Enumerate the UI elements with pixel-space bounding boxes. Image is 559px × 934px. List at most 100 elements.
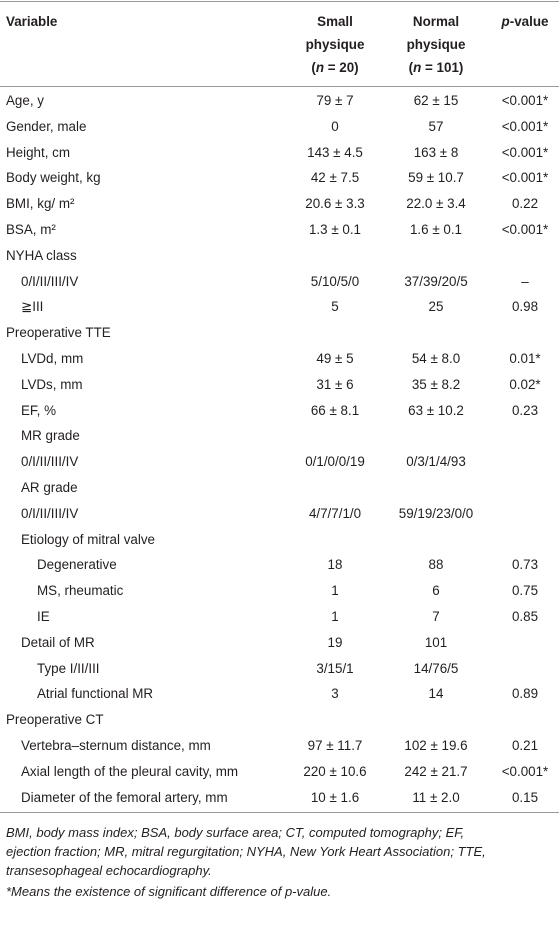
cell-p: <0.001* bbox=[501, 222, 549, 237]
cell-small: 1 bbox=[331, 583, 339, 599]
top-rule bbox=[0, 1, 559, 2]
cell-p: 0.89 bbox=[511, 686, 539, 702]
cell-normal: 57 bbox=[428, 118, 444, 134]
cell-normal: 7 bbox=[432, 609, 440, 624]
cell-small: 20.6 ± 3.3 bbox=[305, 196, 365, 212]
row-label: Age, y bbox=[6, 93, 44, 108]
header-sample-part: n bbox=[315, 60, 325, 75]
cell-small: 49 ± 5 bbox=[316, 351, 354, 366]
cell-small: 66 ± 8.1 bbox=[310, 402, 360, 418]
cell-small: 4/7/7/1/0 bbox=[308, 505, 362, 521]
header-line: physique bbox=[406, 37, 466, 52]
cell-normal: 59 ± 10.7 bbox=[408, 170, 464, 186]
cell-normal: 22.0 ± 3.4 bbox=[406, 196, 466, 212]
header-variable: Variable bbox=[6, 14, 58, 29]
cell-p: <0.001* bbox=[501, 118, 549, 134]
cell-small: 5/10/5/0 bbox=[310, 273, 360, 289]
footnote-line: ejection fraction; MR, mitral regurgitat… bbox=[6, 844, 486, 859]
row-label: Axial length of the pleural cavity, mm bbox=[21, 763, 239, 779]
cell-normal: 62 ± 15 bbox=[413, 93, 459, 108]
cell-small: 3/15/1 bbox=[316, 660, 354, 676]
row-label: IE bbox=[37, 609, 50, 624]
header-sample-part: ( bbox=[408, 60, 414, 75]
cell-normal: 37/39/20/5 bbox=[404, 273, 468, 289]
cell-normal: 54 ± 8.0 bbox=[411, 351, 461, 366]
cell-normal: 14/76/5 bbox=[413, 660, 459, 676]
cell-normal: 63 ± 10.2 bbox=[408, 402, 464, 418]
header-p-part: p bbox=[501, 14, 510, 29]
row-label: Type I/II/III bbox=[37, 660, 100, 676]
row-label: Diameter of the femoral artery, mm bbox=[21, 789, 228, 805]
cell-small: 1 bbox=[331, 609, 339, 624]
row-label: Detail of MR bbox=[21, 634, 95, 650]
header-line: Normal bbox=[412, 14, 460, 29]
row-label: MS, rheumatic bbox=[37, 583, 124, 599]
header-sample-part: n bbox=[413, 60, 422, 75]
cell-normal: 101 bbox=[424, 634, 448, 650]
row-label: 0/I/II/III/IV bbox=[21, 505, 79, 521]
note-part: -value. bbox=[292, 884, 332, 899]
row-label: Body weight, kg bbox=[6, 170, 101, 186]
cell-p: 0.01* bbox=[509, 351, 541, 366]
row-label: Degenerative bbox=[37, 557, 117, 573]
row-label: Gender, male bbox=[6, 118, 87, 134]
header-sample-part: ( bbox=[311, 60, 316, 75]
cell-p: 0.98 bbox=[511, 299, 539, 315]
cell-small: 79 ± 7 bbox=[316, 93, 354, 108]
cell-p: 0.21 bbox=[511, 738, 539, 753]
row-label: 0/I/II/III/IV bbox=[21, 273, 79, 289]
cell-small: 31 ± 6 bbox=[316, 376, 354, 392]
cell-p: 0.15 bbox=[511, 789, 539, 805]
row-label: Height, cm bbox=[6, 144, 70, 160]
row-label: ≧III bbox=[21, 299, 44, 315]
header-rule bbox=[0, 86, 559, 87]
cell-normal: 11 ± 2.0 bbox=[412, 789, 460, 805]
row-label: Vertebra–sternum distance, mm bbox=[21, 738, 211, 753]
row-label: NYHA class bbox=[6, 247, 77, 263]
row-label: BMI, kg/ m² bbox=[6, 196, 75, 212]
cell-small: 0 bbox=[331, 118, 339, 134]
cell-small: 5 bbox=[331, 299, 339, 315]
note-line: *Means the existence of significant diff… bbox=[6, 884, 331, 900]
bottom-rule bbox=[0, 812, 559, 813]
header-sample: (n = 101) bbox=[409, 60, 464, 76]
cell-normal: 242 ± 21.7 bbox=[404, 763, 468, 779]
row-label: Preoperative TTE bbox=[6, 325, 111, 341]
cell-normal: 102 ± 19.6 bbox=[404, 738, 468, 753]
row-label: 0/I/II/III/IV bbox=[21, 454, 79, 470]
cell-p: <0.001* bbox=[501, 170, 549, 186]
row-label: Etiology of mitral valve bbox=[21, 531, 155, 547]
cell-normal: 59/19/23/0/0 bbox=[398, 505, 474, 521]
header-line: Small bbox=[317, 14, 353, 29]
header-sample: (n = 20) bbox=[311, 60, 358, 76]
cell-small: 19 bbox=[327, 634, 343, 650]
note-part: *Means the existence of significant diff… bbox=[6, 884, 285, 899]
cell-normal: 1.6 ± 0.1 bbox=[409, 222, 463, 237]
cell-small: 1.3 ± 0.1 bbox=[308, 222, 362, 237]
row-label: AR grade bbox=[21, 480, 78, 495]
cell-p: – bbox=[521, 273, 529, 289]
cell-normal: 0/3/1/4/93 bbox=[406, 454, 466, 470]
row-label: Preoperative CT bbox=[6, 712, 104, 728]
note-part: p bbox=[284, 884, 293, 899]
cell-small: 10 ± 1.6 bbox=[310, 789, 360, 805]
row-label: BSA, m² bbox=[6, 222, 56, 237]
cell-small: 0/1/0/0/19 bbox=[305, 454, 365, 470]
cell-normal: 6 bbox=[432, 583, 440, 599]
cell-p: <0.001* bbox=[501, 763, 549, 779]
cell-small: 220 ± 10.6 bbox=[303, 763, 367, 779]
header-p-part: -value bbox=[509, 14, 549, 29]
cell-small: 42 ± 7.5 bbox=[310, 170, 360, 186]
row-label: LVDd, mm bbox=[21, 351, 84, 366]
cell-normal: 35 ± 8.2 bbox=[411, 376, 461, 392]
header-sample-part: = 101) bbox=[421, 60, 464, 75]
cell-normal: 25 bbox=[428, 299, 444, 315]
cell-normal: 163 ± 8 bbox=[413, 144, 459, 160]
header-sample-part: = 20) bbox=[324, 60, 359, 75]
cell-p: 0.23 bbox=[511, 402, 539, 418]
cell-p: 0.22 bbox=[511, 196, 539, 212]
cell-p: <0.001* bbox=[501, 144, 549, 160]
cell-small: 143 ± 4.5 bbox=[307, 144, 363, 160]
footnote-line: transesophageal echocardiography. bbox=[6, 863, 212, 878]
